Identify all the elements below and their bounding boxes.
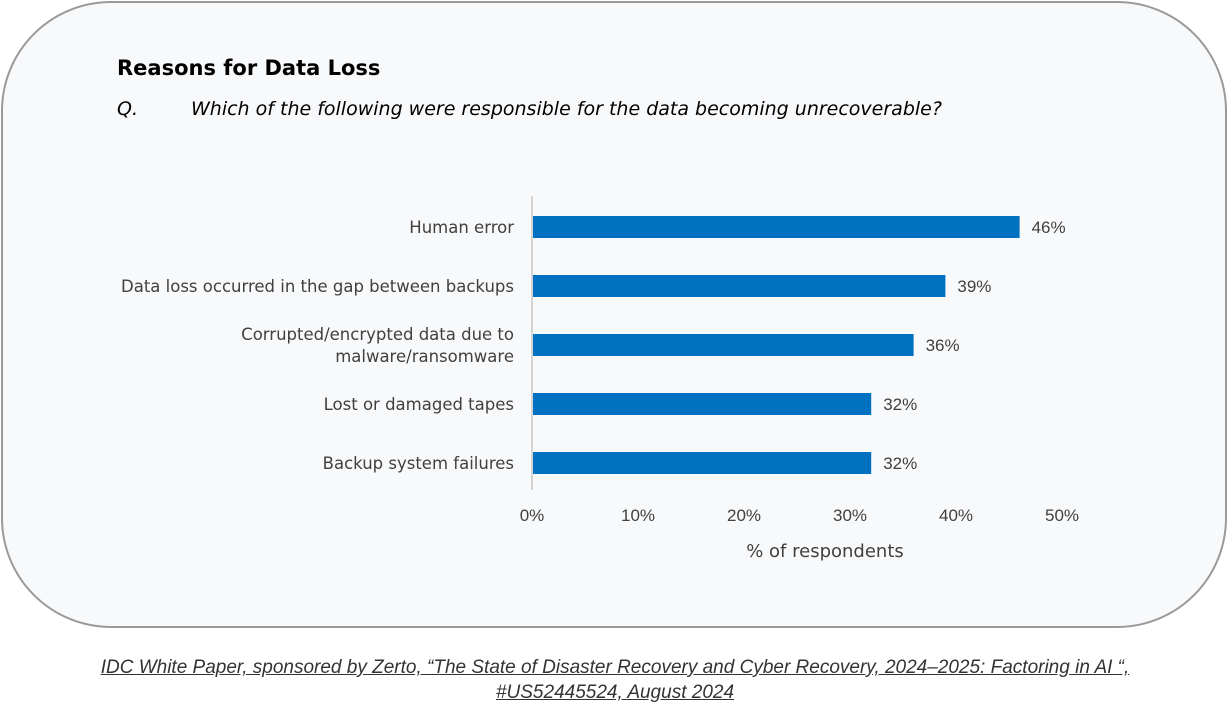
data-label: 36% xyxy=(926,336,960,355)
data-label: 39% xyxy=(957,277,991,296)
category-label: Data loss occurred in the gap between ba… xyxy=(121,277,514,296)
category-label: Human error xyxy=(409,218,514,237)
x-tick-label: 20% xyxy=(727,506,761,525)
bar xyxy=(533,452,872,474)
category-label: Corrupted/encrypted data due to xyxy=(241,325,514,344)
category-label: Backup system failures xyxy=(323,454,514,473)
bar xyxy=(533,275,946,297)
x-tick-label: 30% xyxy=(833,506,867,525)
source-line-1[interactable]: IDC White Paper, sponsored by Zerto, “Th… xyxy=(100,657,1130,678)
x-tick-label: 40% xyxy=(939,506,973,525)
bar xyxy=(533,334,914,356)
chart-title: Reasons for Data Loss xyxy=(117,56,381,80)
x-tick-label: 0% xyxy=(520,506,545,525)
chart-card xyxy=(1,1,1227,628)
source-line-2[interactable]: #US52445524, August 2024 xyxy=(495,682,735,703)
data-label: 32% xyxy=(883,454,917,473)
x-axis-label: % of respondents xyxy=(746,541,904,562)
category-label: malware/ransomware xyxy=(335,347,514,366)
category-label: Lost or damaged tapes xyxy=(324,395,514,414)
question-text: Which of the following were responsible … xyxy=(191,98,942,120)
x-tick-label: 10% xyxy=(621,506,655,525)
bar xyxy=(533,393,872,415)
bar xyxy=(533,216,1020,238)
data-label: 32% xyxy=(883,395,917,414)
source-citation[interactable]: IDC White Paper, sponsored by Zerto, “Th… xyxy=(0,655,1230,705)
x-tick-label: 50% xyxy=(1045,506,1079,525)
question-label: Q. xyxy=(117,98,138,120)
data-label: 46% xyxy=(1032,218,1066,237)
